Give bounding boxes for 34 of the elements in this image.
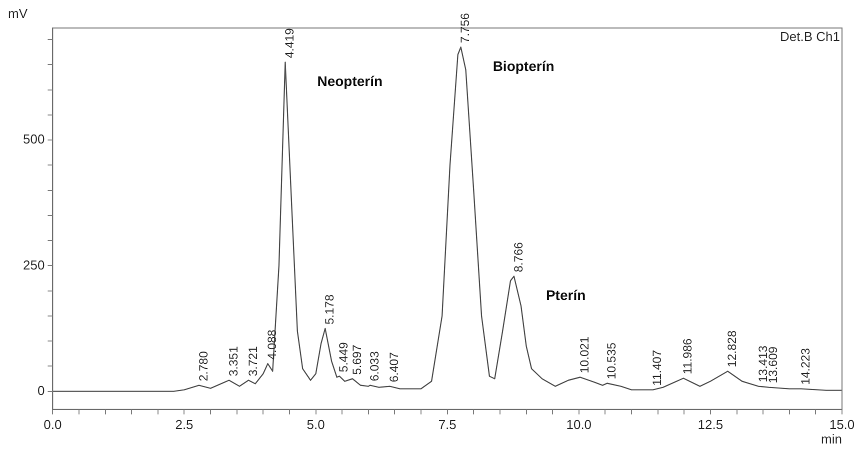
- x-axis-title: min: [821, 431, 842, 446]
- annotation: 11.986: [680, 338, 695, 374]
- annotation: 5.178: [322, 294, 336, 324]
- annotation: 7.756: [458, 12, 472, 44]
- x-tick-label: 12.5: [698, 416, 724, 432]
- annotation: 6.033: [367, 350, 382, 382]
- annotation: 3.721: [246, 346, 260, 376]
- annotation: 3.351: [226, 346, 240, 376]
- annotation: Biopterín: [492, 58, 554, 74]
- annotation: 6.407: [387, 352, 402, 382]
- annotation: Det.B Ch1: [780, 29, 840, 44]
- annotation: 10.535: [604, 342, 618, 380]
- y-tick-label: 500: [22, 132, 45, 147]
- annotation: 8.766: [511, 242, 526, 272]
- y-tick-label: 0: [37, 382, 45, 398]
- x-tick-label: 0.0: [44, 416, 62, 432]
- annotation: 14.223: [798, 348, 812, 385]
- x-tick-label: 15.0: [829, 416, 855, 432]
- y-tick-label: 250: [22, 257, 45, 272]
- annotation: 5.697: [350, 344, 364, 375]
- annotation: 11.407: [650, 350, 664, 386]
- y-axis-title: mV: [8, 6, 28, 22]
- annotation: 4.419: [282, 28, 297, 58]
- annotation: 5.449: [336, 342, 351, 372]
- annotation: 2.780: [196, 350, 210, 382]
- annotation: 4.088: [265, 329, 280, 360]
- x-tick-label: 5.0: [306, 416, 325, 432]
- x-tick-label: 10.0: [566, 416, 592, 432]
- annotation: 12.828: [725, 330, 740, 368]
- x-tick-label: 7.5: [438, 416, 456, 432]
- annotation: 10.021: [577, 336, 592, 374]
- annotation: Neopterín: [317, 73, 383, 90]
- annotation: Pterín: [546, 287, 586, 304]
- x-tick-label: 2.5: [175, 416, 194, 432]
